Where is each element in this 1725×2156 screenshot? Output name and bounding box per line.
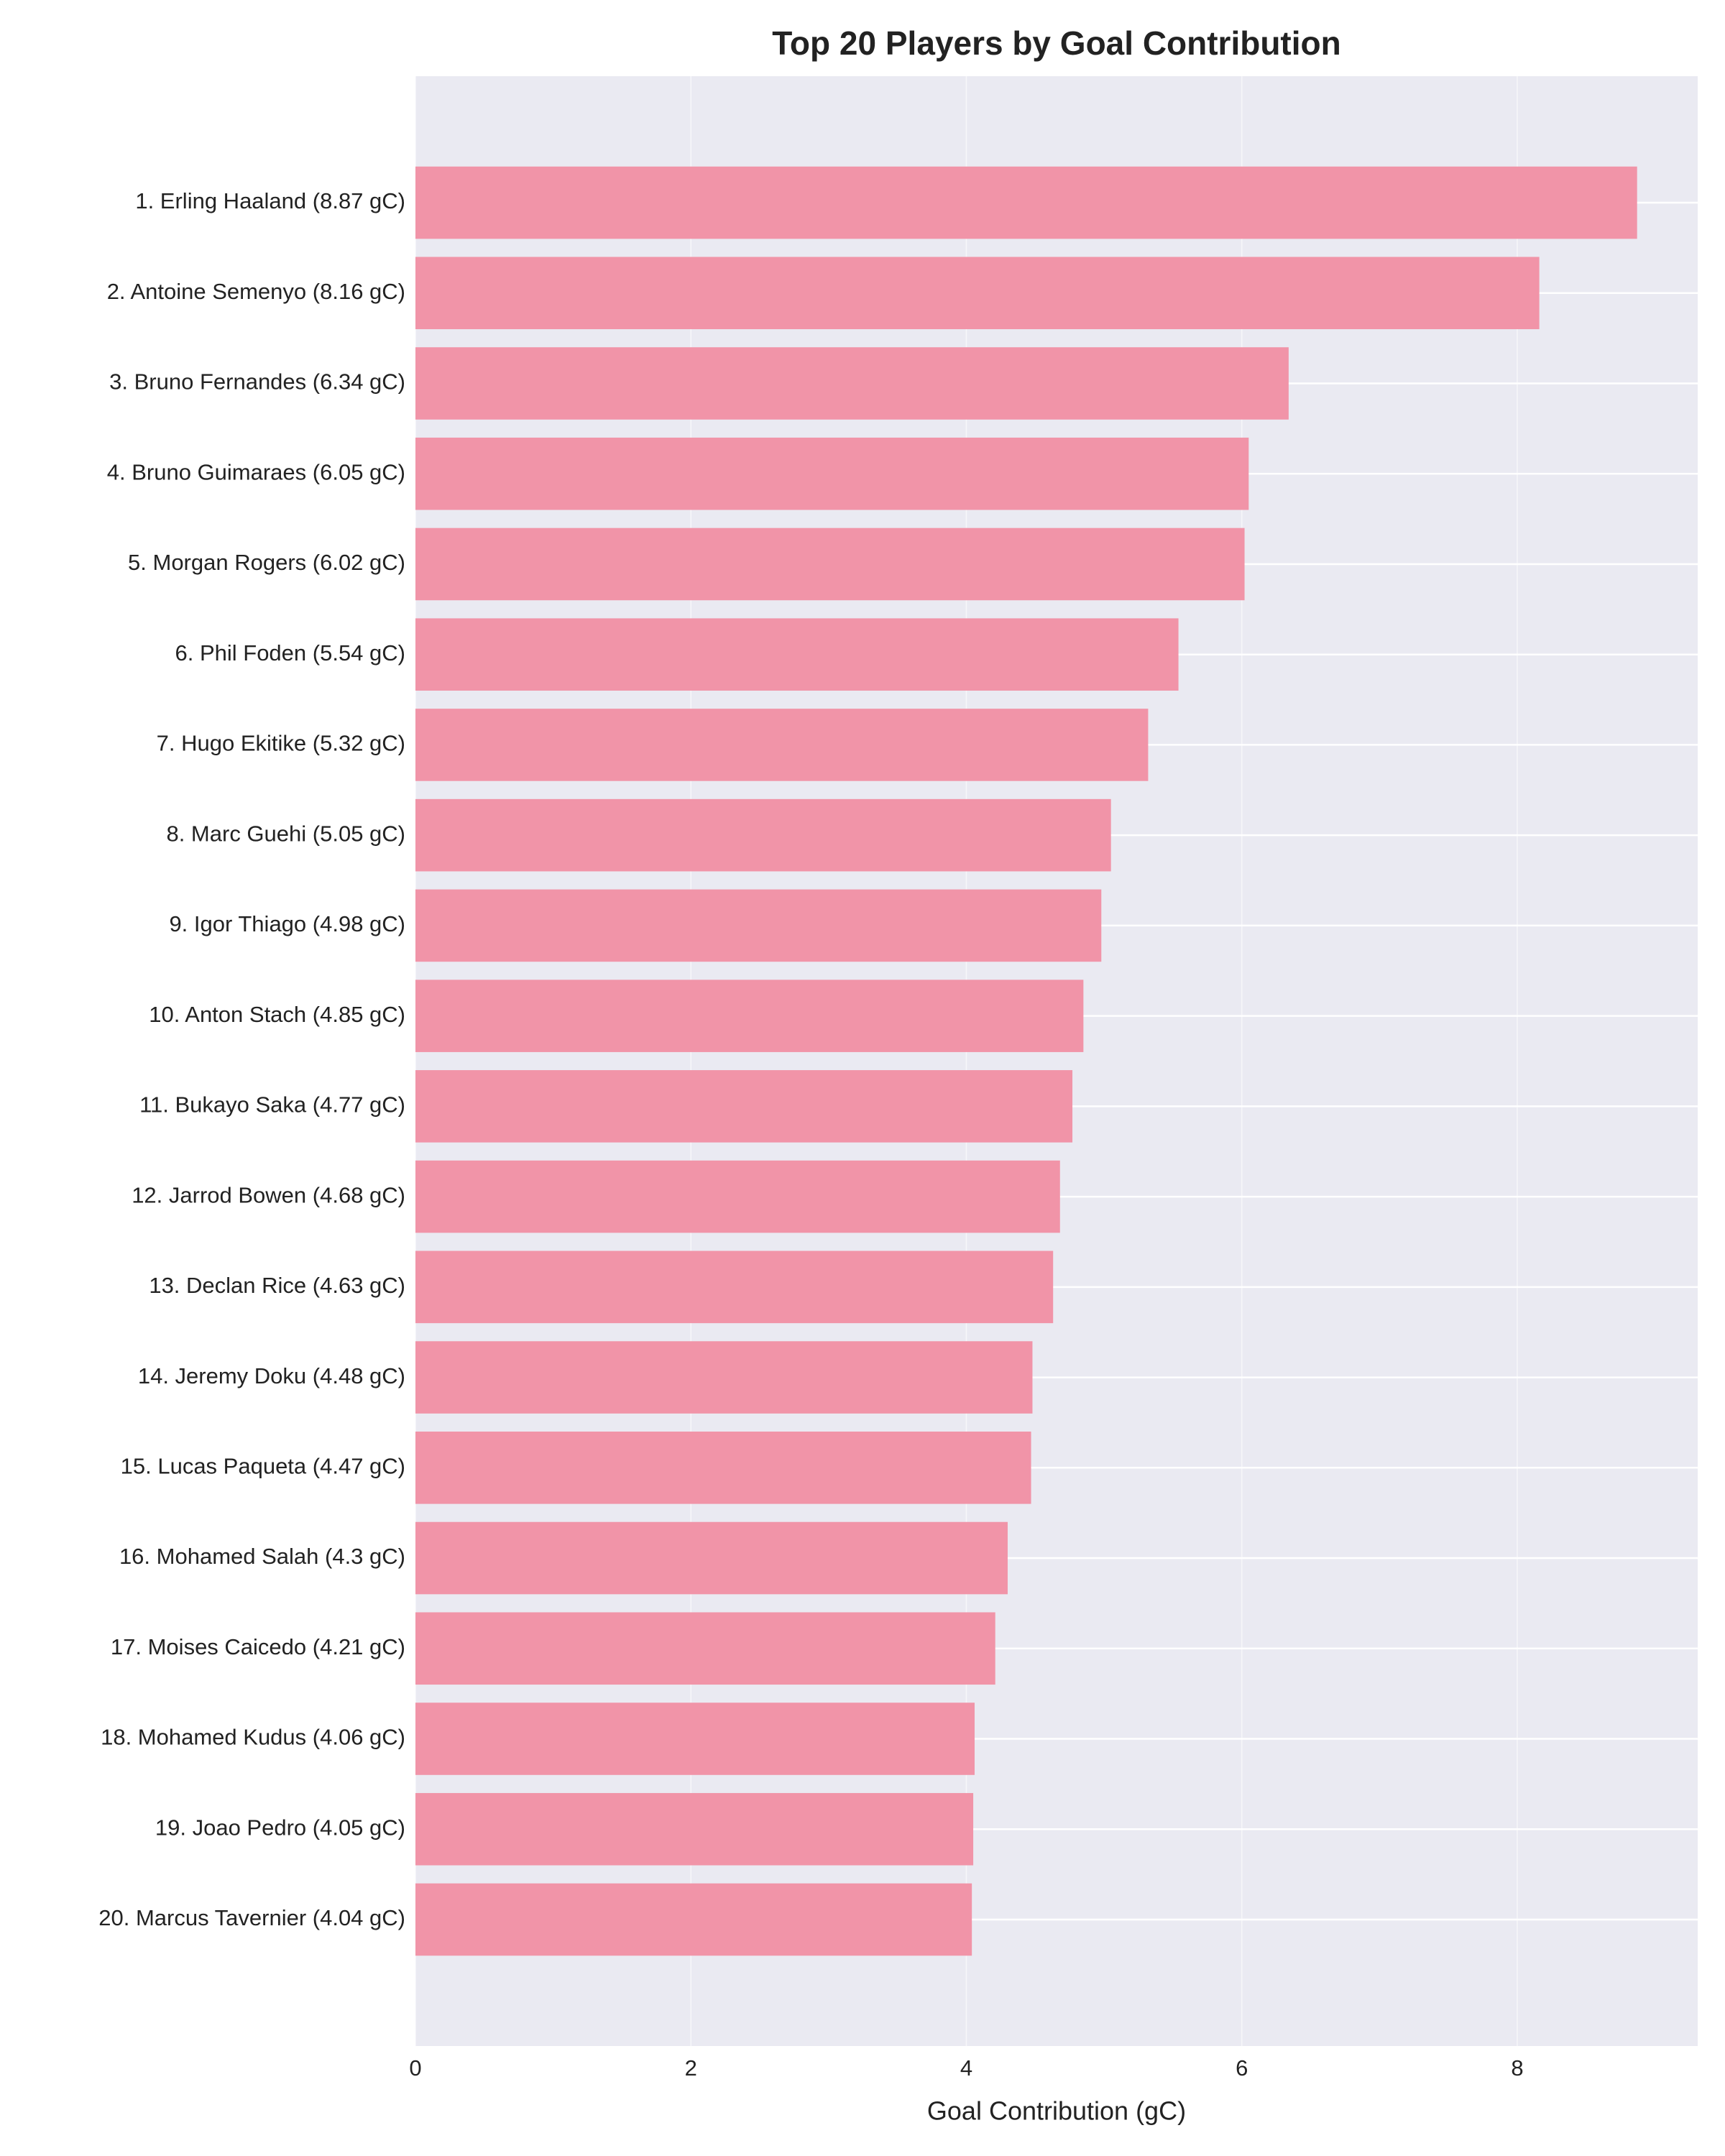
y-tick-label: 19. Joao Pedro (4.05 gC) bbox=[155, 1815, 405, 1840]
y-tick-label: 5. Morgan Rogers (6.02 gC) bbox=[128, 550, 405, 575]
bar bbox=[415, 528, 1245, 601]
bar bbox=[415, 1432, 1031, 1504]
x-tick-label: 4 bbox=[960, 2055, 972, 2081]
y-tick-label: 3. Bruno Fernandes (6.34 gC) bbox=[109, 369, 405, 395]
y-tick-label: 15. Lucas Paqueta (4.47 gC) bbox=[121, 1453, 405, 1478]
y-tick-label: 20. Marcus Tavernier (4.04 gC) bbox=[98, 1905, 405, 1930]
y-tick-label: 8. Marc Guehi (5.05 gC) bbox=[166, 821, 405, 846]
x-tick-label: 6 bbox=[1236, 2055, 1248, 2081]
bar bbox=[415, 257, 1540, 330]
y-tick-label: 2. Antoine Semenyo (8.16 gC) bbox=[107, 279, 405, 304]
y-tick-label: 9. Igor Thiago (4.98 gC) bbox=[169, 911, 405, 936]
y-tick-label: 1. Erling Haaland (8.87 gC) bbox=[135, 188, 405, 213]
bar bbox=[415, 166, 1637, 239]
bar bbox=[415, 618, 1179, 691]
bar bbox=[415, 347, 1289, 420]
bar bbox=[415, 1521, 1008, 1595]
bar bbox=[415, 1341, 1033, 1414]
y-tick-label: 13. Declan Rice (4.63 gC) bbox=[149, 1273, 405, 1298]
x-tick-label: 2 bbox=[685, 2055, 697, 2081]
y-tick-label: 10. Anton Stach (4.85 gC) bbox=[149, 1002, 405, 1027]
y-tick-label: 12. Jarrod Bowen (4.68 gC) bbox=[132, 1182, 405, 1207]
x-tick-label: 0 bbox=[409, 2055, 421, 2081]
x-tick-label: 8 bbox=[1511, 2055, 1523, 2081]
y-tick-label: 16. Mohamed Salah (4.3 gC) bbox=[119, 1544, 405, 1569]
bar bbox=[415, 1792, 974, 1866]
bar bbox=[415, 1703, 975, 1775]
bar bbox=[415, 798, 1111, 872]
y-tick-label: 11. Bukayo Saka (4.77 gC) bbox=[139, 1092, 405, 1118]
y-tick-label: 7. Hugo Ekitike (5.32 gC) bbox=[157, 731, 405, 756]
bar bbox=[415, 1160, 1060, 1233]
y-tick-label: 4. Bruno Guimaraes (6.05 gC) bbox=[107, 459, 405, 484]
bar bbox=[415, 889, 1102, 962]
bar bbox=[415, 1612, 995, 1685]
bar bbox=[415, 1250, 1054, 1324]
bar bbox=[415, 437, 1249, 510]
bar bbox=[415, 709, 1149, 781]
chart-title: Top 20 Players by Goal Contribution bbox=[772, 24, 1340, 62]
y-tick-label: 6. Phil Foden (5.54 gC) bbox=[175, 640, 405, 665]
x-axis-label: Goal Contribution (gC) bbox=[927, 2096, 1186, 2126]
bar bbox=[415, 1883, 972, 1956]
bar bbox=[415, 1070, 1073, 1143]
y-tick-label: 18. Mohamed Kudus (4.06 gC) bbox=[101, 1725, 405, 1750]
y-tick-label: 17. Moises Caicedo (4.21 gC) bbox=[111, 1634, 405, 1659]
bar bbox=[415, 980, 1084, 1052]
y-tick-label: 14. Jeremy Doku (4.48 gC) bbox=[138, 1363, 405, 1388]
